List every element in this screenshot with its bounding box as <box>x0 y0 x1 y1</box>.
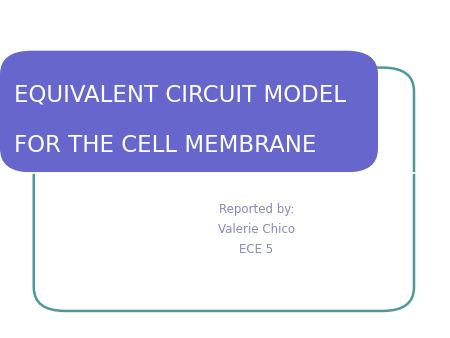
FancyBboxPatch shape <box>0 51 378 172</box>
Text: EQUIVALENT CIRCUIT MODEL: EQUIVALENT CIRCUIT MODEL <box>14 83 346 106</box>
FancyBboxPatch shape <box>34 68 414 311</box>
Text: Reported by:
Valerie Chico
ECE 5: Reported by: Valerie Chico ECE 5 <box>218 203 295 256</box>
Text: FOR THE CELL MEMBRANE: FOR THE CELL MEMBRANE <box>14 134 316 157</box>
